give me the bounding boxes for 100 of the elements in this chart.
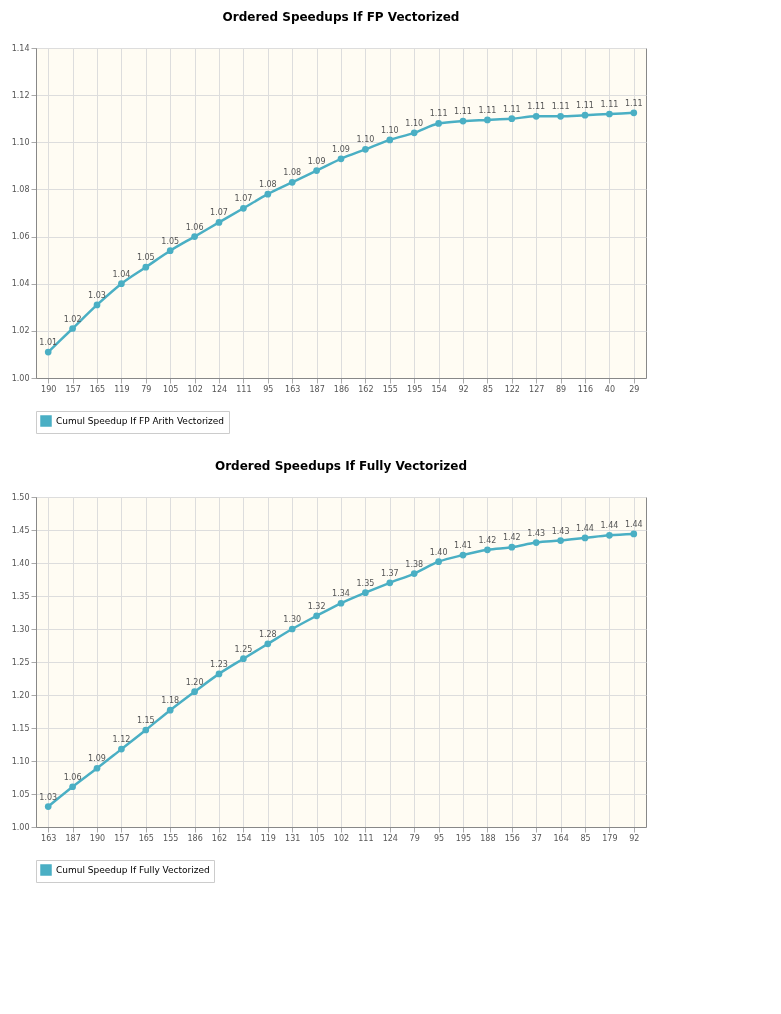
data-label: 1.05 xyxy=(136,253,155,263)
data-label: 1.03 xyxy=(39,792,58,802)
y-tick-label: 1.10 xyxy=(11,137,30,147)
y-tick-label: 1.30 xyxy=(11,624,30,634)
point xyxy=(93,301,101,309)
point xyxy=(118,745,125,753)
point xyxy=(435,120,442,127)
x-tick-label: 186 xyxy=(187,833,203,843)
data-label: 1.20 xyxy=(185,677,204,687)
x-tick-label: 155 xyxy=(163,833,179,843)
data-label: 1.32 xyxy=(307,601,326,611)
point xyxy=(240,204,247,212)
y-tick-label: 1.12 xyxy=(11,90,30,100)
y-tick-label: 1.05 xyxy=(11,789,30,799)
x-tick-label: 164 xyxy=(553,833,569,843)
data-label: 1.42 xyxy=(502,533,521,543)
point xyxy=(410,129,418,137)
point xyxy=(484,546,491,554)
x-tick-label: 157 xyxy=(65,384,81,394)
data-label: 1.02 xyxy=(63,314,82,324)
data-label: 1.34 xyxy=(332,589,350,599)
data-label: 1.09 xyxy=(307,156,326,166)
x-tick-label: 187 xyxy=(309,384,325,394)
point xyxy=(557,113,564,120)
point xyxy=(337,599,345,607)
x-tick-label: 190 xyxy=(41,384,57,394)
x-tick-label: 190 xyxy=(89,833,106,843)
point xyxy=(532,113,540,120)
data-label: 1.11 xyxy=(502,104,521,114)
point xyxy=(630,109,638,117)
x-tick-label: 119 xyxy=(260,833,276,843)
data-label: 1.11 xyxy=(624,98,643,108)
y-tick-label: 1.02 xyxy=(11,326,30,336)
x-tick-label: 154 xyxy=(236,833,252,843)
data-label: 1.10 xyxy=(380,125,399,135)
x-tick-label: 85 xyxy=(580,833,591,843)
x-tick-label: 163 xyxy=(285,384,301,394)
x-tick-label: 102 xyxy=(187,384,203,394)
point xyxy=(142,263,150,271)
point xyxy=(118,280,125,288)
data-label: 1.11 xyxy=(527,102,546,112)
x-tick-label: 127 xyxy=(529,384,545,394)
x-tick-label: 157 xyxy=(114,833,130,843)
point xyxy=(215,670,223,678)
data-label: 1.37 xyxy=(380,568,399,578)
x-tick-label: 179 xyxy=(602,833,618,843)
data-label: 1.05 xyxy=(161,236,180,246)
data-label: 1.07 xyxy=(210,208,228,218)
point xyxy=(142,726,150,734)
x-tick-label: 163 xyxy=(41,833,57,843)
data-label: 1.15 xyxy=(136,715,155,725)
point xyxy=(288,179,296,186)
x-tick-label: 37 xyxy=(531,833,542,843)
chart-title: Ordered Speedups If FP Vectorized xyxy=(222,10,460,24)
point xyxy=(166,247,174,255)
x-tick-label: 111 xyxy=(236,384,252,394)
point xyxy=(240,655,247,663)
y-tick-label: 1.00 xyxy=(11,373,30,383)
data-label: 1.06 xyxy=(185,222,204,232)
point xyxy=(508,115,516,123)
data-label: 1.44 xyxy=(600,521,619,531)
y-tick-label: 1.00 xyxy=(11,822,30,832)
point xyxy=(386,579,394,587)
data-label: 1.09 xyxy=(88,754,106,764)
y-tick-label: 1.04 xyxy=(11,279,30,289)
x-tick-label: 131 xyxy=(285,833,301,843)
x-tick-label: 89 xyxy=(556,384,567,394)
data-label: 1.09 xyxy=(332,144,350,154)
point xyxy=(459,117,467,125)
x-tick-label: 124 xyxy=(382,833,398,843)
point xyxy=(191,688,198,696)
x-tick-label: 105 xyxy=(309,833,325,843)
data-label: 1.40 xyxy=(429,547,448,557)
point xyxy=(288,625,296,633)
data-label: 1.10 xyxy=(356,135,375,145)
data-label: 1.18 xyxy=(161,696,180,706)
x-tick-label: 154 xyxy=(431,384,447,394)
legend-label: Cumul Speedup If FP Arith Vectorized xyxy=(56,416,225,426)
y-tick-label: 1.06 xyxy=(11,232,30,242)
x-tick-label: 187 xyxy=(65,833,81,843)
data-label: 1.11 xyxy=(429,109,448,119)
point xyxy=(630,530,638,538)
y-tick-label: 1.20 xyxy=(11,690,30,700)
x-tick-label: 162 xyxy=(211,833,228,843)
point xyxy=(166,706,174,714)
x-tick-label: 155 xyxy=(382,384,398,394)
data-label: 1.07 xyxy=(234,194,253,204)
data-label: 1.35 xyxy=(356,578,375,588)
data-label: 1.08 xyxy=(283,168,302,178)
x-tick-label: 165 xyxy=(89,384,106,394)
x-tick-label: 122 xyxy=(504,384,520,394)
data-label: 1.06 xyxy=(63,772,82,782)
point xyxy=(191,233,198,240)
y-tick-label: 1.25 xyxy=(11,657,30,667)
point xyxy=(362,589,369,597)
data-label: 1.23 xyxy=(210,659,228,669)
y-tick-label: 1.15 xyxy=(11,723,30,733)
point xyxy=(508,543,516,551)
point xyxy=(435,558,442,566)
point xyxy=(337,155,345,163)
